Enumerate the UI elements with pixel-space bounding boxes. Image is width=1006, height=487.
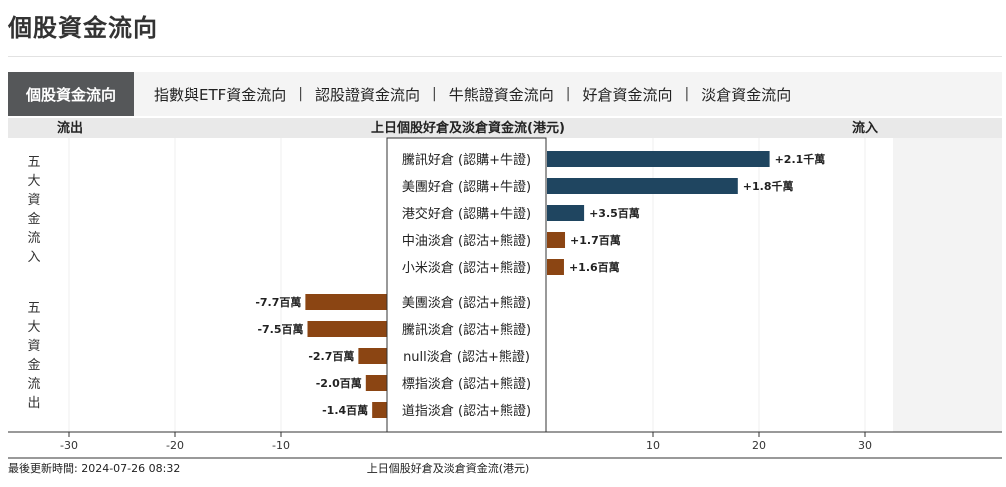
- category-label: 美團淡倉 (認沽+熊證): [402, 295, 531, 311]
- bar: [547, 205, 584, 221]
- value-label: +2.1千萬: [775, 152, 826, 166]
- bar: [547, 232, 565, 248]
- value-label: -1.4百萬: [322, 403, 368, 417]
- chart-title: 上日個股好倉及淡倉資金流(港元): [371, 120, 565, 136]
- chart-right-shade: [893, 138, 1002, 432]
- bar: [547, 178, 738, 194]
- value-label: +1.7百萬: [570, 233, 621, 247]
- value-label: +3.5百萬: [589, 206, 640, 220]
- x-tick-label: 20: [752, 439, 766, 452]
- category-label: 道指淡倉 (認沽+熊證): [402, 403, 531, 419]
- x-tick-label: 30: [858, 439, 872, 452]
- value-label: -2.7百萬: [308, 349, 354, 363]
- category-label: 騰訊好倉 (認購+牛證): [402, 152, 531, 168]
- category-label: null淡倉 (認沽+熊證): [403, 349, 530, 365]
- value-label: -7.5百萬: [257, 322, 303, 336]
- group-label: 五大資金流入: [27, 155, 40, 265]
- value-label: +1.8千萬: [743, 179, 794, 193]
- footer-caption: 上日個股好倉及淡倉資金流(港元): [367, 461, 530, 475]
- category-label: 中油淡倉 (認沽+熊證): [402, 233, 531, 249]
- category-label: 標指淡倉 (認沽+熊證): [402, 376, 531, 392]
- category-label: 美團好倉 (認購+牛證): [402, 179, 531, 195]
- bar: [372, 402, 387, 418]
- x-tick-label: -20: [166, 439, 184, 452]
- bar: [308, 321, 388, 337]
- x-tick-label: -30: [60, 439, 78, 452]
- value-label: +1.6百萬: [569, 260, 620, 274]
- value-label: -7.7百萬: [255, 295, 301, 309]
- category-label: 騰訊淡倉 (認沽+熊證): [402, 322, 531, 338]
- bar: [547, 259, 564, 275]
- last-updated: 最後更新時間: 2024-07-26 08:32: [8, 461, 180, 475]
- bar: [366, 375, 387, 391]
- outflow-label: 流出: [57, 120, 83, 136]
- category-label: 港交好倉 (認購+牛證): [402, 206, 531, 222]
- category-label: 小米淡倉 (認沽+熊證): [402, 260, 531, 276]
- bar: [547, 151, 770, 167]
- bar: [305, 294, 387, 310]
- x-axis-ticks: -30 -20 -10 10 20 30: [60, 432, 872, 452]
- x-tick-label: 10: [646, 439, 660, 452]
- value-label: -2.0百萬: [316, 376, 362, 390]
- group-label: 五大資金流出: [27, 301, 40, 411]
- inflow-label: 流入: [852, 120, 878, 136]
- x-tick-label: -10: [272, 439, 290, 452]
- bar: [358, 348, 387, 364]
